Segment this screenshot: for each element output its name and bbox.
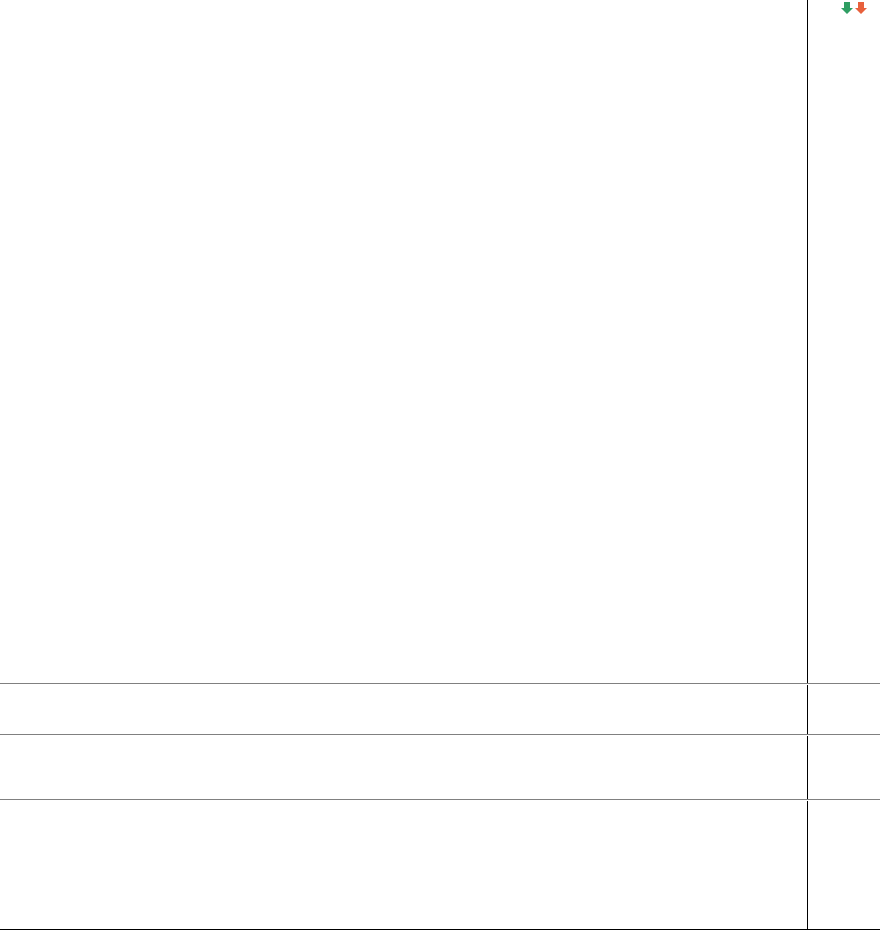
price-chart-panel[interactable] xyxy=(0,0,880,683)
panel-divider-2 xyxy=(0,734,880,735)
price-plot-area[interactable] xyxy=(0,0,808,683)
price-chart-svg xyxy=(0,0,808,683)
app-logo-icon xyxy=(841,2,867,14)
vonoben-axis[interactable] xyxy=(807,736,880,800)
vonoben-panel[interactable] xyxy=(0,736,880,800)
bigpoint-panel[interactable] xyxy=(0,685,880,735)
bigpoint-svg xyxy=(0,685,808,735)
vonoben-plot-area[interactable] xyxy=(0,736,808,800)
time-axis[interactable] xyxy=(0,929,880,945)
vonoben-svg xyxy=(0,736,808,800)
dna-panel[interactable] xyxy=(0,801,880,929)
panel-divider-1 xyxy=(0,683,880,684)
bigpoint-axis[interactable] xyxy=(807,685,880,735)
dna-svg xyxy=(0,801,808,929)
dna-plot-area[interactable] xyxy=(0,801,808,929)
dna-axis[interactable] xyxy=(807,801,880,929)
panel-divider-3 xyxy=(0,799,880,800)
bigpoint-plot-area[interactable] xyxy=(0,685,808,735)
price-axis[interactable] xyxy=(807,0,880,683)
